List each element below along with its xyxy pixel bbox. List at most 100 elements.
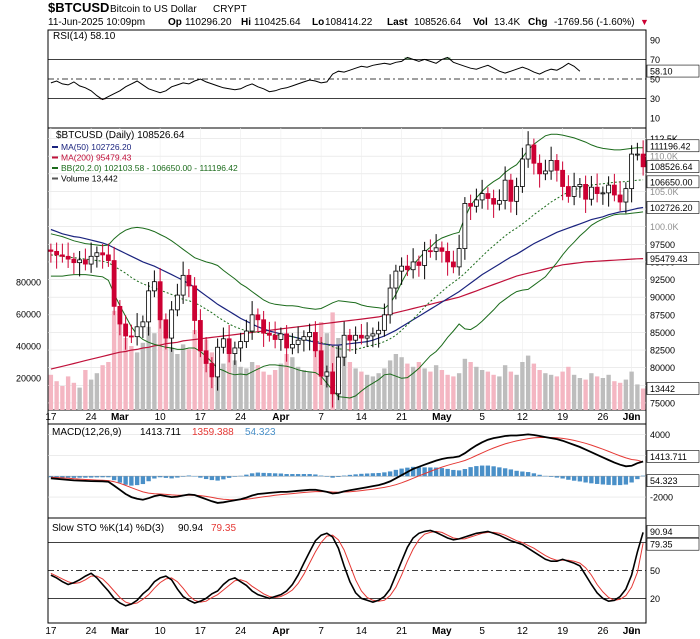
volume-bar	[186, 349, 192, 410]
candle-body	[220, 338, 226, 348]
macd-histogram-bar	[410, 466, 416, 477]
macd-histogram-bar	[445, 468, 450, 477]
candle-body	[502, 179, 508, 202]
macd-histogram-bar	[255, 472, 261, 477]
volume-bar	[347, 362, 353, 410]
macd-histogram-bar	[416, 467, 422, 477]
macd-histogram-bar	[600, 476, 606, 485]
volume-bar	[129, 346, 134, 410]
candle-body	[560, 169, 566, 187]
volume-last-value-box	[646, 382, 700, 395]
candle-body	[203, 350, 209, 364]
volume-bar	[606, 374, 611, 410]
volume-bar	[175, 354, 180, 410]
volume-bar	[445, 374, 450, 410]
volume-bar	[514, 374, 519, 410]
candle-body	[232, 347, 238, 354]
volume-y-tick: 20000	[16, 374, 41, 384]
volume-bar	[399, 357, 404, 410]
rsi-last-value-box	[646, 64, 700, 78]
price-last-value: 111196.42	[650, 141, 691, 151]
candle-body	[399, 265, 405, 272]
macd-histogram-bar	[543, 475, 548, 477]
x-axis-label-bottom: 21	[396, 626, 408, 637]
ma200-line	[50, 258, 644, 370]
volume-bar	[422, 368, 427, 410]
candle-body	[157, 281, 163, 321]
volume-bar	[451, 376, 456, 410]
macd-histogram-bar	[203, 476, 209, 480]
macd-histogram-bar	[221, 476, 226, 480]
macd-histogram-bar	[387, 471, 393, 477]
macd-histogram-bar	[606, 476, 611, 485]
x-axis-label-bottom: 14	[356, 626, 368, 637]
volume-bar	[232, 360, 238, 410]
volume-bar	[157, 314, 163, 410]
price-y-tick: 97500	[650, 240, 675, 250]
candle-body	[266, 332, 272, 336]
volume-bar	[198, 322, 203, 410]
price-last-value: 102726.20	[650, 203, 693, 213]
volume-bar	[307, 371, 312, 410]
candle-body	[82, 259, 88, 265]
macd-histogram-bar	[393, 469, 399, 477]
macd-histogram-bar	[502, 468, 508, 477]
volume-bar	[249, 362, 255, 410]
x-axis-label: Apr	[272, 412, 289, 423]
candle-body	[134, 326, 140, 338]
candle-body	[485, 193, 491, 199]
macd-histogram-bar	[88, 476, 94, 478]
stoch-plot: Slow STO %K(14) %D(3) 90.94 79.35	[50, 523, 644, 607]
candle-body	[416, 261, 422, 266]
price-title: $BTCUSD (Daily) 108526.64	[56, 130, 185, 141]
candle-body	[393, 270, 399, 289]
rsi-y-tick: 50	[650, 75, 660, 85]
stoch-k-last-value: 90.94	[650, 527, 673, 537]
rsi-last-value: 58.10	[650, 67, 673, 77]
macd-legend-value: 1413.711	[140, 427, 181, 438]
x-axis-label: 7	[318, 412, 324, 423]
volume-y-tick: 40000	[16, 342, 41, 352]
volume-last-value: 13442	[650, 384, 675, 394]
candle-body	[456, 248, 462, 268]
candle-body	[519, 158, 525, 187]
x-axis-label-bottom: 17	[195, 626, 207, 637]
stoch-d-line	[50, 530, 644, 605]
x-axis-label-bottom: 7	[318, 626, 324, 637]
macd-histogram-bar	[560, 476, 565, 479]
macd-histogram-bar	[635, 476, 640, 480]
price-y-tick: 100.0K	[650, 222, 679, 232]
volume-bar	[491, 374, 496, 410]
volume-bar	[71, 382, 77, 410]
x-axis-label-bottom: 9	[629, 626, 635, 637]
candle-body	[491, 198, 497, 205]
volume-bar	[485, 371, 491, 410]
macd-histogram-bar	[192, 476, 197, 477]
volume-bar	[272, 370, 278, 410]
x-axis-label: 9	[629, 412, 635, 423]
candle-body	[278, 333, 284, 340]
volume-bar	[405, 363, 410, 410]
stoch-k-last-value-box	[646, 525, 700, 538]
volume-bar	[301, 370, 307, 410]
price-last-value: 106650.00	[650, 177, 693, 187]
volume-bar	[370, 376, 376, 410]
candle-body	[617, 194, 623, 203]
stoch-legend-k: 90.94	[178, 523, 203, 534]
volume-bar	[439, 370, 445, 410]
candle-body	[548, 160, 554, 172]
x-axis-label: 12	[517, 412, 529, 423]
price-legend-item: BB(20,2.0) 102103.58 - 106650.00 - 11119…	[61, 163, 238, 173]
price-y-tick: 105.0K	[650, 187, 679, 197]
candle-body	[468, 203, 474, 207]
volume-bar	[612, 381, 617, 410]
volume-bar	[560, 371, 565, 410]
candle-body	[611, 184, 617, 196]
macd-legend-name: MACD(12,26,9)	[52, 427, 121, 438]
volume-bar	[192, 330, 197, 410]
volume-bar	[117, 317, 123, 410]
macd-histogram-bar	[612, 476, 617, 486]
volume-bar	[100, 365, 105, 410]
macd-histogram-bar	[77, 476, 82, 478]
candle-body	[197, 320, 203, 352]
